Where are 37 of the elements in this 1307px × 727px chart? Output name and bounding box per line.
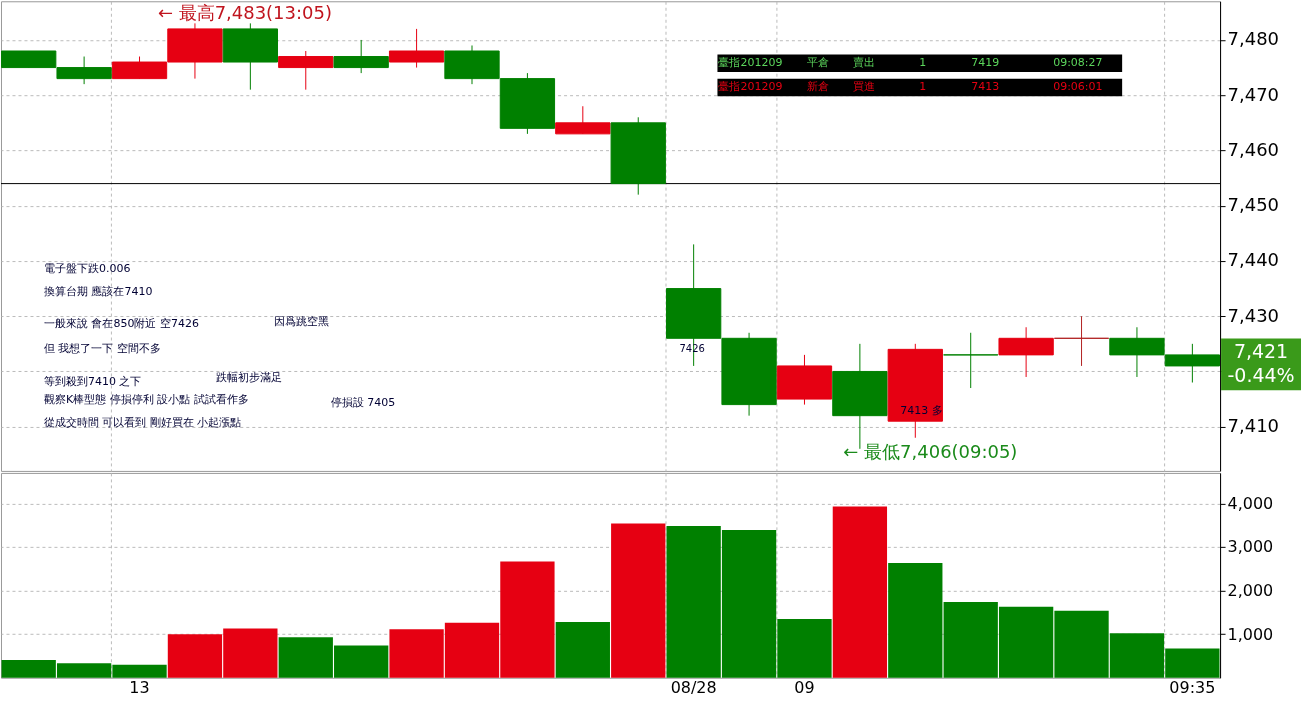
annotation: 因爲跳空黑 [273,314,329,328]
y-tick-label: 7,410 [1227,415,1280,437]
annotation: 換算台期 應該在7410 [43,284,153,298]
annotation: 跌幅初步滿足 [215,370,282,384]
annotation: 從成交時間 可以看到 剛好買在 小起漲點 [43,416,242,430]
annotation: ← 最高7,483(13:05) [157,2,332,24]
text: 7,421 -0.44% [1227,340,1295,387]
y-tick-label: 7,430 [1227,304,1280,326]
annotation: 等到殺到7410 之下 [43,374,142,388]
bar [832,506,888,678]
annotation: ← 最低7,406(09:05) [843,440,1018,462]
text: 臺指201209 新倉 買進 1 7413 09:06:01 [718,80,1103,94]
annotation: 觀察K棒型態 停損停利 設小點 試試看作多 [43,393,249,407]
annotation: 一般來說 會在850附近 空7426 [43,316,199,330]
annotation: 電子盤下跌0.006 [43,261,131,275]
y-tick-label: 2,000 [1227,581,1274,601]
candlestick [1053,315,1110,367]
y-tick-label: 7,450 [1227,194,1280,216]
text: 臺指201209 平倉 賣出 1 7419 09:08:27 [718,56,1103,70]
y-tick-label: 1,000 [1227,624,1274,644]
y-tick-label: 7,440 [1227,249,1280,271]
x-tick-label: 08/28 [670,678,717,698]
y-tick-label: 3,000 [1227,537,1274,557]
annotation: 7413 多 [900,403,943,417]
bar [888,563,943,678]
x-tick-label: 13 [129,678,150,698]
bar [611,523,666,678]
x-tick-label: 09 [794,678,815,698]
bar [555,621,610,678]
annotation: 停損設 7405 [330,396,396,410]
y-tick-label: 4,000 [1227,493,1274,513]
x-tick-label: 09:35 [1169,678,1216,698]
y-tick-label: 7,470 [1227,83,1280,105]
annotation: 但 我想了一下 空間不多 [43,341,161,355]
candlestick [943,332,999,389]
y-tick-label: 7,460 [1227,138,1280,160]
y-tick-label: 7,480 [1227,28,1280,50]
